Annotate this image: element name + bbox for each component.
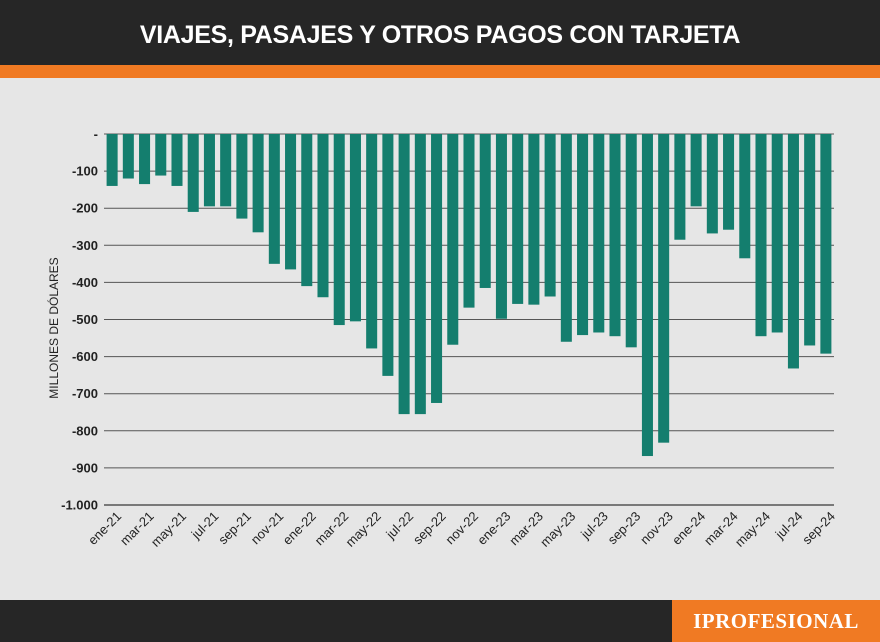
y-tick-label: -100 (72, 164, 98, 179)
x-tick-label: ene-23 (474, 509, 513, 548)
y-tick-label: -300 (72, 238, 98, 253)
bar-chart: - -100 -200 -300 -400 -500 -600 -700 -800 -900 -1.… (46, 127, 838, 550)
x-tick-label: sep-21 (215, 509, 254, 548)
bar-jul-24 (787, 134, 799, 369)
x-tick-label: may-22 (343, 509, 384, 550)
x-tick-label: nov-23 (637, 509, 676, 548)
x-tick-label: may-24 (732, 509, 773, 550)
bar-jul-23 (593, 134, 605, 333)
bar-feb-22 (317, 134, 329, 298)
bar-ene-23 (495, 134, 507, 319)
x-tick-label: nov-22 (442, 509, 481, 548)
y-tick-label: -600 (72, 349, 98, 364)
header-bar: VIAJES, PASAJES Y OTROS PAGOS CON TARJET… (0, 0, 880, 65)
bar-dic-23 (674, 134, 686, 240)
footer-bar: IPROFESIONAL (0, 600, 880, 642)
y-tick-label: -400 (72, 275, 98, 290)
bar-dic-21 (285, 134, 297, 270)
bar-may-23 (560, 134, 572, 342)
bar-jun-23 (577, 134, 589, 336)
bar-sep-24 (820, 134, 832, 354)
y-tick-labels: - -100 -200 -300 -400 -500 -600 -700 -800 -900 -1.… (61, 127, 98, 513)
bar-ene-24 (690, 134, 702, 207)
bar-mar-21 (139, 134, 151, 185)
y-tick-label: -500 (72, 312, 98, 327)
y-tick-label: -700 (72, 386, 98, 401)
y-tick-label: -900 (72, 460, 98, 475)
bar-ago-24 (804, 134, 816, 346)
bar-feb-23 (512, 134, 524, 304)
bar-feb-21 (122, 134, 134, 179)
bar-abr-21 (155, 134, 167, 176)
chart-area: - -100 -200 -300 -400 -500 -600 -700 -800 -900 -1.… (0, 78, 880, 600)
bar-ene-22 (301, 134, 313, 287)
x-tick-label: nov-21 (248, 509, 287, 548)
bar-sep-21 (236, 134, 248, 219)
y-tick-label: -200 (72, 201, 98, 216)
x-tick-label: sep-23 (605, 509, 644, 548)
bar-ago-23 (609, 134, 621, 337)
chart-title: VIAJES, PASAJES Y OTROS PAGOS CON TARJET… (139, 21, 741, 49)
bar-ago-22 (414, 134, 426, 415)
bar-sep-22 (431, 134, 443, 403)
y-tick-label: -800 (72, 423, 98, 438)
y-tick-label: -1.000 (61, 498, 98, 513)
bar-may-24 (755, 134, 767, 337)
y-tick-label: - (94, 127, 98, 142)
y-axis-label: MILLONES DE DÓLARES (46, 257, 61, 398)
bar-jul-22 (398, 134, 410, 415)
bar-abr-22 (349, 134, 361, 322)
bar-may-21 (171, 134, 183, 186)
bar-dic-22 (479, 134, 491, 288)
bar-jul-21 (203, 134, 215, 207)
bar-ene-21 (106, 134, 118, 186)
bar-sep-23 (625, 134, 637, 348)
bar-jun-21 (187, 134, 199, 212)
bar-abr-23 (544, 134, 556, 297)
bar-abr-24 (739, 134, 751, 259)
bar-mar-22 (333, 134, 345, 326)
x-tick-label: ene-21 (85, 509, 124, 548)
brand-logo: IPROFESIONAL (672, 600, 880, 642)
bar-mar-23 (528, 134, 540, 305)
bar-nov-22 (463, 134, 475, 308)
bar-nov-23 (658, 134, 670, 443)
bar-mar-24 (723, 134, 735, 230)
bar-ago-21 (220, 134, 232, 207)
x-tick-label: ene-22 (280, 509, 319, 548)
bar-oct-23 (641, 134, 653, 457)
accent-stripe (0, 65, 880, 78)
x-tick-label: sep-24 (799, 509, 838, 548)
bars (106, 134, 832, 457)
x-tick-label: ene-24 (669, 509, 708, 548)
bar-jun-22 (382, 134, 394, 376)
bar-nov-21 (268, 134, 280, 264)
x-tick-label: sep-22 (410, 509, 449, 548)
bar-may-22 (366, 134, 378, 349)
x-tick-label: may-23 (537, 509, 578, 550)
bar-oct-21 (252, 134, 264, 233)
bar-jun-24 (771, 134, 783, 333)
bar-oct-22 (447, 134, 459, 345)
bar-feb-24 (706, 134, 718, 234)
x-tick-label: may-21 (148, 509, 189, 550)
